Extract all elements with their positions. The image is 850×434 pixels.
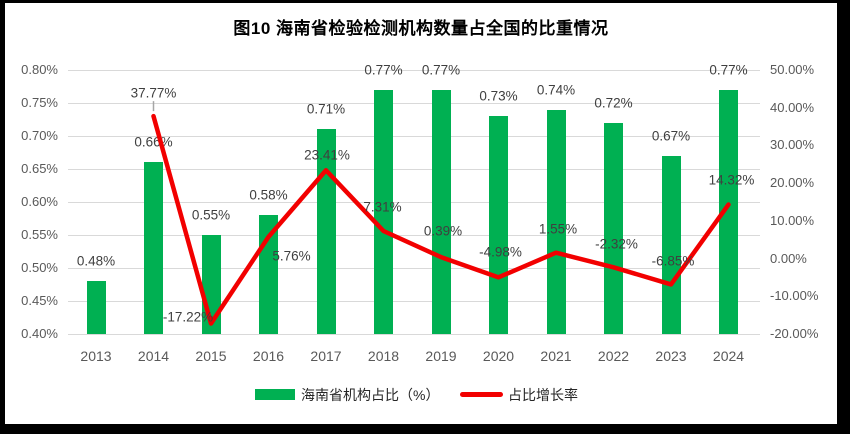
left-axis-label: 0.40% <box>21 326 58 341</box>
x-axis-label: 2022 <box>597 348 630 364</box>
bar-label: 0.55% <box>191 207 231 223</box>
bar <box>431 89 451 334</box>
gridline <box>68 268 760 269</box>
x-axis-label: 2020 <box>482 348 515 364</box>
bar <box>719 89 738 334</box>
left-axis-label: 0.50% <box>21 260 58 275</box>
left-axis-label: 0.60% <box>21 194 58 209</box>
bar <box>604 122 623 334</box>
gridline <box>68 169 760 170</box>
right-axis-label: 0.00% <box>770 250 807 266</box>
gridline <box>68 235 760 236</box>
right-axis-label: 40.00% <box>770 99 815 115</box>
bar-label: 0.48% <box>76 253 116 269</box>
left-axis-label: 0.45% <box>21 293 58 308</box>
bar <box>546 109 566 334</box>
gridline <box>68 301 760 302</box>
gridline <box>68 103 760 104</box>
line-point-label: -4.98% <box>479 244 522 260</box>
bar-label: 0.71% <box>306 101 346 117</box>
bar <box>86 281 106 334</box>
right-axis-label: 10.00% <box>770 212 815 228</box>
left-axis-label: 0.55% <box>21 227 58 242</box>
growth-line <box>151 113 731 326</box>
legend-label-bar-series: 海南省机构占比（%） <box>301 387 440 403</box>
gridline <box>68 202 760 203</box>
x-axis-label: 2021 <box>540 348 572 364</box>
x-axis-label: 2023 <box>655 348 687 364</box>
x-axis-label: 2018 <box>367 348 400 364</box>
x-axis-label: 2019 <box>425 348 457 364</box>
bar-label: 0.67% <box>651 128 691 144</box>
line-point-label: 5.76% <box>272 248 311 264</box>
gridline <box>68 70 760 71</box>
bar-label: 0.58% <box>249 187 288 203</box>
line-point-label: 23.41% <box>304 147 350 163</box>
x-axis-label: 2014 <box>137 348 170 364</box>
line-point-label: -2.32% <box>595 236 638 252</box>
left-axis-label: 0.80% <box>21 62 58 77</box>
right-axis-label: -20.00% <box>770 326 819 341</box>
bar-label: 0.72% <box>594 95 633 111</box>
bar <box>316 129 336 334</box>
left-axis-label: 0.75% <box>21 95 58 110</box>
line-point-label: 37.77% <box>130 85 177 101</box>
line-point-label: 0.39% <box>423 223 463 239</box>
left-axis-label: 0.70% <box>21 128 58 143</box>
legend-bar-swatch-icon <box>255 389 295 400</box>
right-axis-label: 30.00% <box>770 137 815 153</box>
gridline <box>68 334 760 335</box>
bar-label: 0.77% <box>709 62 748 78</box>
bar <box>144 162 163 334</box>
line-point-label: -17.22% <box>162 309 214 324</box>
bar <box>661 155 681 334</box>
left-axis-label: 0.65% <box>21 161 58 176</box>
right-axis-label: 20.00% <box>770 175 815 191</box>
x-axis-label: 2016 <box>252 348 285 364</box>
line-point-label: 7.31% <box>363 199 402 215</box>
legend-label-line-series: 占比增长率 <box>508 387 578 403</box>
right-axis-label: -10.00% <box>770 288 819 304</box>
chart-canvas <box>5 3 837 424</box>
bar <box>374 89 393 334</box>
gridline <box>68 136 760 137</box>
bar-label: 0.77% <box>421 62 461 78</box>
line-point-label: 14.32% <box>708 172 755 188</box>
bar-label: 0.73% <box>479 88 518 104</box>
x-axis-label: 2015 <box>195 348 227 364</box>
bar-label: 0.74% <box>536 82 576 98</box>
right-axis-label: 50.00% <box>770 62 815 77</box>
bar <box>489 116 508 334</box>
legend-line-swatch-icon <box>460 392 503 397</box>
x-axis-label: 2024 <box>712 348 745 364</box>
line-point-label: 1.55% <box>538 221 578 237</box>
bar-label: 0.77% <box>364 62 403 78</box>
line-point-label: -6.85% <box>651 253 695 269</box>
x-axis-label: 2013 <box>80 348 112 364</box>
chart-title: 图10 海南省检验检测机构数量占全国的比重情况 <box>233 19 609 38</box>
x-axis-label: 2017 <box>310 348 342 364</box>
